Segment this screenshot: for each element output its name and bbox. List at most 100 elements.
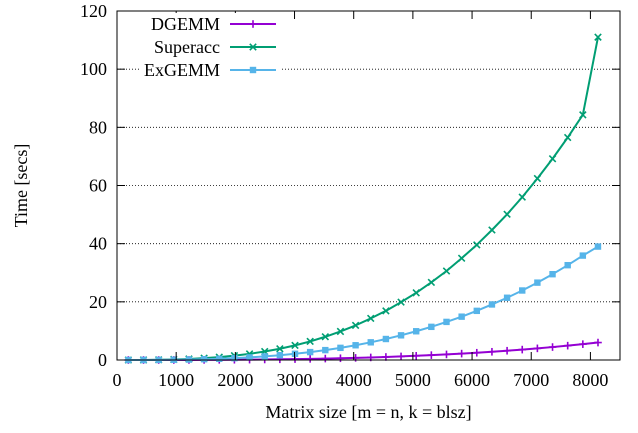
data-point bbox=[457, 254, 466, 262]
data-point bbox=[488, 347, 496, 356]
data-point bbox=[534, 279, 541, 286]
data-point bbox=[519, 287, 526, 294]
legend: DGEMM Superacc ExGEMM bbox=[140, 13, 280, 81]
data-point bbox=[321, 354, 330, 363]
data-point bbox=[397, 298, 405, 306]
data-point bbox=[488, 226, 496, 234]
data-point bbox=[397, 332, 405, 339]
data-point bbox=[579, 252, 587, 259]
x-tick-label: 5000 bbox=[395, 370, 431, 390]
x-tick-label: 2000 bbox=[217, 370, 253, 390]
data-point bbox=[563, 341, 572, 350]
tick-marks bbox=[116, 10, 620, 361]
data-point bbox=[473, 307, 480, 315]
data-point bbox=[352, 342, 359, 349]
data-point bbox=[458, 313, 465, 320]
data-point bbox=[337, 344, 344, 352]
data-point bbox=[457, 349, 466, 358]
data-point bbox=[503, 210, 511, 219]
data-point bbox=[351, 321, 360, 330]
data-point bbox=[306, 348, 314, 356]
series-line bbox=[128, 245, 599, 361]
data-point bbox=[563, 133, 572, 142]
x-tick-label: 6000 bbox=[454, 370, 490, 390]
data-point bbox=[427, 278, 436, 287]
tick-labels: 0 20 40 60 80 100 120 0 1000 2000 3000 4000 5000 6000… bbox=[80, 1, 608, 390]
data-point bbox=[216, 355, 223, 362]
gridlines bbox=[117, 68, 620, 303]
y-tick-label: 0 bbox=[98, 350, 107, 370]
data-point bbox=[427, 351, 436, 359]
data-point bbox=[412, 352, 420, 360]
legend-label: Superacc bbox=[154, 37, 220, 57]
legend-marker bbox=[249, 66, 257, 74]
series-superacc bbox=[124, 33, 602, 364]
y-tick-label: 100 bbox=[80, 59, 107, 79]
y-tick-label: 120 bbox=[80, 1, 107, 21]
series-exgemm bbox=[125, 243, 602, 364]
data-point bbox=[200, 356, 208, 363]
data-point bbox=[382, 335, 390, 343]
data-point bbox=[276, 352, 284, 359]
data-point bbox=[549, 271, 556, 278]
data-point bbox=[503, 346, 511, 355]
data-point bbox=[533, 344, 542, 353]
legend-item-exgemm: ExGEMM bbox=[144, 60, 276, 80]
y-axis-label: Time [secs] bbox=[11, 144, 31, 228]
data-point bbox=[594, 338, 602, 347]
data-point bbox=[321, 332, 330, 341]
data-point bbox=[322, 346, 329, 354]
x-axis-label: Matrix size [m = n, k = blsz] bbox=[265, 402, 471, 422]
legend-item-superacc: Superacc bbox=[154, 37, 276, 57]
series-line bbox=[128, 36, 599, 361]
data-point bbox=[428, 323, 435, 331]
data-point bbox=[412, 328, 420, 335]
y-tick-label: 80 bbox=[89, 117, 107, 137]
data-point bbox=[488, 301, 496, 308]
legend-label: ExGEMM bbox=[144, 60, 220, 80]
data-point bbox=[336, 354, 345, 363]
data-point bbox=[276, 344, 284, 353]
legend-label: DGEMM bbox=[151, 14, 220, 34]
data-point bbox=[246, 354, 253, 361]
x-tick-label: 8000 bbox=[572, 370, 608, 390]
data-point bbox=[548, 154, 557, 163]
data-point bbox=[579, 340, 587, 348]
data-point bbox=[366, 314, 375, 323]
data-point bbox=[367, 339, 374, 346]
data-point bbox=[231, 354, 238, 362]
data-point bbox=[594, 243, 602, 250]
x-tick-label: 0 bbox=[113, 370, 122, 390]
data-point bbox=[442, 350, 451, 359]
legend-marker bbox=[249, 20, 257, 28]
data-point bbox=[548, 343, 557, 351]
legend-marker bbox=[249, 43, 257, 51]
data-point bbox=[397, 352, 405, 361]
legend-item-dgemm: DGEMM bbox=[151, 14, 276, 34]
x-tick-label: 4000 bbox=[336, 370, 372, 390]
data-point bbox=[564, 261, 571, 269]
data-point bbox=[472, 348, 481, 357]
data-point bbox=[336, 327, 345, 336]
data-point bbox=[412, 289, 420, 297]
x-tick-label: 1000 bbox=[158, 370, 194, 390]
data-point bbox=[291, 341, 299, 350]
data-point bbox=[579, 111, 587, 119]
data-point bbox=[261, 353, 268, 360]
series-layer bbox=[124, 33, 602, 364]
data-point bbox=[306, 337, 314, 346]
data-point bbox=[382, 307, 390, 315]
y-tick-label: 20 bbox=[89, 292, 107, 312]
data-point bbox=[518, 193, 527, 201]
data-point bbox=[442, 267, 451, 275]
data-point bbox=[351, 354, 360, 362]
data-point bbox=[443, 318, 450, 326]
data-point bbox=[594, 33, 602, 41]
data-point bbox=[533, 174, 542, 183]
x-tick-label: 7000 bbox=[513, 370, 549, 390]
data-point bbox=[503, 294, 511, 301]
x-tick-label: 3000 bbox=[277, 370, 313, 390]
series-line bbox=[128, 341, 599, 361]
data-point bbox=[518, 345, 527, 354]
